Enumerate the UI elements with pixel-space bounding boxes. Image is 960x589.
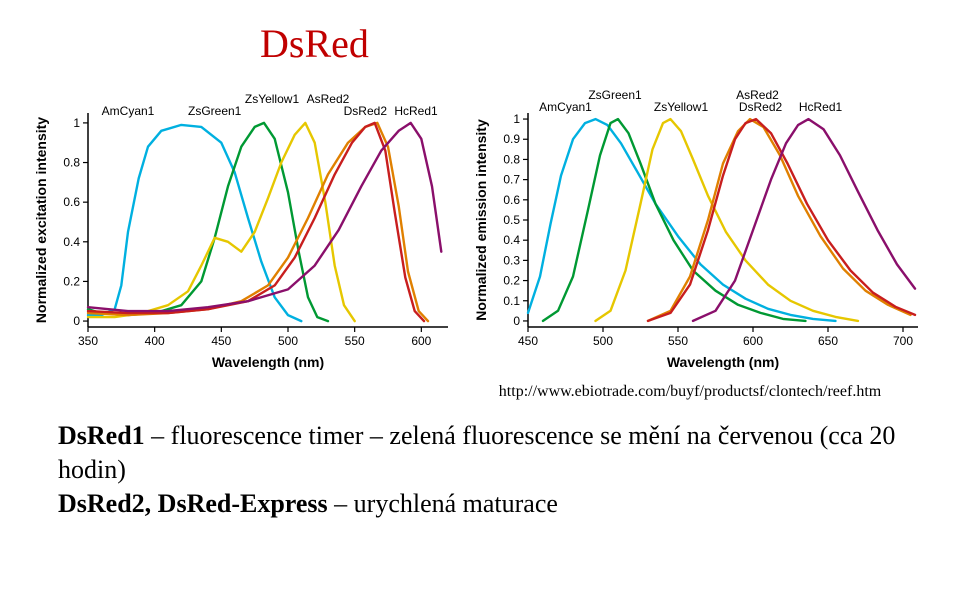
svg-text:0.2: 0.2 [63, 274, 80, 288]
svg-text:ZsGreen1: ZsGreen1 [188, 104, 242, 118]
svg-text:350: 350 [78, 334, 98, 348]
charts-row: 350 400 450 500 550 600 0 0.2 0.4 0.6 0.8 1 Waveleng… [30, 75, 930, 375]
svg-text:Wavelength (nm): Wavelength (nm) [667, 354, 779, 370]
svg-text:AmCyan1: AmCyan1 [539, 100, 592, 114]
svg-text:0.1: 0.1 [503, 294, 520, 308]
svg-text:ZsYellow1: ZsYellow1 [245, 92, 300, 106]
source-url: http://www.ebiotrade.com/buyf/productsf/… [450, 383, 930, 401]
svg-text:600: 600 [411, 334, 431, 348]
svg-text:0.6: 0.6 [63, 195, 80, 209]
svg-text:0.6: 0.6 [503, 193, 520, 207]
svg-text:Normalized excitation intensit: Normalized excitation intensity [33, 117, 49, 323]
text-1: – fluorescence timer – zelená fluorescen… [58, 421, 895, 484]
svg-text:0: 0 [513, 314, 520, 328]
svg-text:0: 0 [73, 314, 80, 328]
svg-text:0.5: 0.5 [503, 213, 520, 227]
svg-text:550: 550 [345, 334, 365, 348]
svg-text:550: 550 [668, 334, 688, 348]
svg-text:500: 500 [593, 334, 613, 348]
svg-text:0.2: 0.2 [503, 274, 520, 288]
bold-2: DsRed2, DsRed-Express [58, 489, 328, 518]
svg-text:1: 1 [73, 116, 80, 130]
svg-text:Wavelength (nm): Wavelength (nm) [212, 354, 324, 370]
emission-chart: 450 500 550 600 650 700 0 0.1 0.2 0.3 0.4 0.5 0.6 0.7… [470, 75, 930, 375]
svg-text:650: 650 [818, 334, 838, 348]
svg-text:ZsYellow1: ZsYellow1 [654, 100, 709, 114]
svg-text:0.3: 0.3 [503, 253, 520, 267]
svg-text:700: 700 [893, 334, 913, 348]
svg-text:0.9: 0.9 [503, 132, 520, 146]
svg-text:DsRed2: DsRed2 [739, 100, 783, 114]
svg-text:Normalized emission intensity: Normalized emission intensity [473, 119, 489, 321]
svg-text:450: 450 [518, 334, 538, 348]
svg-text:0.7: 0.7 [503, 173, 520, 187]
svg-text:0.8: 0.8 [503, 152, 520, 166]
svg-text:0.4: 0.4 [63, 235, 80, 249]
svg-text:450: 450 [211, 334, 231, 348]
svg-text:600: 600 [743, 334, 763, 348]
svg-text:HcRed1: HcRed1 [799, 100, 843, 114]
svg-text:0.8: 0.8 [63, 156, 80, 170]
svg-text:HcRed1: HcRed1 [394, 104, 438, 118]
svg-text:1: 1 [513, 112, 520, 126]
svg-text:0.4: 0.4 [503, 233, 520, 247]
text-2: – urychlená maturace [328, 489, 558, 518]
svg-text:AmCyan1: AmCyan1 [102, 104, 155, 118]
body-text: DsRed1 – fluorescence timer – zelená flu… [58, 419, 902, 520]
svg-text:DsRed2: DsRed2 [344, 104, 388, 118]
bold-1: DsRed1 [58, 421, 145, 450]
svg-text:400: 400 [145, 334, 165, 348]
page-title: DsRed [260, 20, 930, 67]
excitation-chart: 350 400 450 500 550 600 0 0.2 0.4 0.6 0.8 1 Waveleng… [30, 75, 460, 375]
svg-text:500: 500 [278, 334, 298, 348]
svg-text:ZsGreen1: ZsGreen1 [588, 88, 642, 102]
